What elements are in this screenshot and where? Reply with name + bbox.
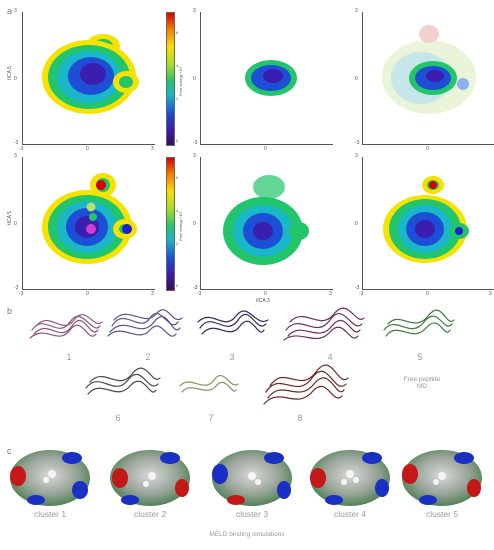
peptide-label-6: 6 bbox=[115, 413, 121, 423]
colorbar-row2 bbox=[166, 157, 175, 291]
free-peptide-label: Free peptide MD bbox=[398, 376, 446, 390]
fe-map-2-density bbox=[245, 60, 297, 96]
cluster-label-2: cluster 2 bbox=[133, 509, 167, 519]
ytick-r2-mid: 0 bbox=[14, 221, 17, 227]
peptide-label-3: 3 bbox=[229, 352, 235, 362]
fe-map-row2-col1 bbox=[22, 157, 155, 290]
peptide-label-2: 2 bbox=[145, 352, 151, 362]
ytick-r1c3-bot: -3 bbox=[355, 140, 360, 146]
ylabel-r2: tICA 5 bbox=[6, 211, 13, 225]
cluster-label-4: cluster 4 bbox=[333, 509, 367, 519]
surface-cluster-2 bbox=[110, 450, 190, 506]
peptide-label-5: 5 bbox=[417, 352, 423, 362]
ytick-r2c3-bot: -3 bbox=[355, 285, 360, 291]
xtick-r2c3-left: -3 bbox=[359, 291, 364, 297]
cluster-label-5: cluster 5 bbox=[425, 509, 459, 519]
cbtick-r1-c: 2 bbox=[176, 96, 179, 101]
fe-map-5-density bbox=[223, 175, 309, 265]
xtick-r1c1-left: -3 bbox=[19, 146, 24, 152]
cluster-label-3: cluster 3 bbox=[235, 509, 269, 519]
xtick-r1c2-mid: 0 bbox=[264, 146, 267, 152]
cbtick-r1-b: 4 bbox=[176, 63, 179, 68]
cbtick-r2-a: 6 bbox=[176, 175, 179, 180]
ensemble-2 bbox=[107, 309, 183, 337]
xlabel-col2: tICA 3 bbox=[256, 298, 270, 304]
ytick-r2c2-top: 3 bbox=[193, 153, 196, 159]
xtick-r1c1-right: 3 bbox=[151, 146, 154, 152]
fe-map-6-density bbox=[383, 176, 469, 263]
surface-cluster-1 bbox=[10, 450, 90, 506]
ensemble-8 bbox=[263, 364, 349, 405]
colorbar-title-row1: Free energy / kT bbox=[178, 66, 183, 96]
xtick-r2c1-right: 3 bbox=[151, 291, 154, 297]
cluster-label-1: cluster 1 bbox=[33, 509, 67, 519]
xtick-r1c1-mid: 0 bbox=[86, 146, 89, 152]
fe-map-1-density bbox=[42, 34, 139, 114]
xtick-r2c1-left: -3 bbox=[19, 291, 24, 297]
ytick-r1c3-top: 3 bbox=[355, 8, 358, 14]
ensemble-5 bbox=[383, 309, 455, 337]
fe-map-row2-col3 bbox=[362, 157, 494, 290]
xtick-r2c3-mid: 0 bbox=[426, 291, 429, 297]
ytick-r2c2-mid: 0 bbox=[193, 221, 196, 227]
ytick-r2c2-bot: -3 bbox=[193, 285, 198, 291]
ytick-r1-top: 3 bbox=[14, 8, 17, 14]
colorbar-title-row2: Free energy / kT bbox=[178, 211, 183, 241]
ensemble-7 bbox=[179, 374, 239, 393]
xtick-r2c2-right: 3 bbox=[329, 291, 332, 297]
ylabel-r1: tICA 5 bbox=[6, 66, 13, 80]
xtick-r2c2-mid: 0 bbox=[264, 291, 267, 297]
ytick-r2-bot: -3 bbox=[14, 285, 19, 291]
ytick-r1c2-mid: 0 bbox=[193, 76, 196, 82]
ytick-r1c2-bot: -3 bbox=[193, 140, 198, 146]
meld-label: MELD binding simulations bbox=[209, 531, 285, 538]
xtick-r2c1-mid: 0 bbox=[86, 291, 89, 297]
panel-letter-a: a bbox=[7, 6, 13, 16]
ensemble-4 bbox=[283, 307, 365, 341]
ensemble-3 bbox=[197, 310, 269, 335]
peptide-ensembles bbox=[29, 307, 455, 405]
ytick-r2-top: 3 bbox=[14, 153, 17, 159]
cbtick-r2-d: 0 bbox=[176, 283, 179, 288]
fe-map-row1-col3 bbox=[362, 12, 494, 145]
ytick-r1c3-mid: 0 bbox=[355, 76, 358, 82]
peptide-label-1: 1 bbox=[66, 352, 72, 362]
colorbar-row1 bbox=[166, 12, 175, 146]
surface-cluster-3 bbox=[212, 450, 292, 506]
fe-map-row1-col2 bbox=[200, 12, 333, 145]
surface-cluster-5 bbox=[402, 450, 482, 506]
surface-cluster-4 bbox=[310, 450, 390, 506]
ensemble-1 bbox=[29, 314, 103, 339]
free-peptide-line1: Free peptide bbox=[403, 376, 441, 383]
cbtick-r1-d: 0 bbox=[176, 138, 179, 143]
xtick-r2c2-left: -3 bbox=[197, 291, 202, 297]
cluster-surfaces bbox=[10, 450, 482, 506]
peptide-label-8: 8 bbox=[297, 413, 303, 423]
cbtick-r2-c: 2 bbox=[176, 241, 179, 246]
panel-letter-c: c bbox=[7, 446, 12, 456]
ensemble-6 bbox=[85, 367, 161, 395]
fe-map-row2-col2 bbox=[200, 157, 333, 290]
cbtick-r1-a: 6 bbox=[176, 30, 179, 35]
fe-map-4-density bbox=[42, 173, 137, 264]
xtick-r1c3-mid: 0 bbox=[426, 146, 429, 152]
ytick-r1-bot: -3 bbox=[14, 140, 19, 146]
fe-map-row1-col1 bbox=[22, 12, 155, 145]
ytick-r1-mid: 0 bbox=[14, 76, 17, 82]
peptide-label-7: 7 bbox=[208, 413, 214, 423]
fe-map-3-density bbox=[382, 25, 476, 114]
cbtick-r2-b: 4 bbox=[176, 208, 179, 213]
free-peptide-line2: MD bbox=[416, 383, 428, 390]
peptide-label-4: 4 bbox=[327, 352, 333, 362]
panel-letter-b: b bbox=[7, 306, 13, 316]
xtick-r2c3-right: 3 bbox=[489, 291, 492, 297]
ytick-r2c3-top: 3 bbox=[355, 153, 358, 159]
ytick-r1c2-top: 3 bbox=[193, 8, 196, 14]
ytick-r2c3-mid: 0 bbox=[355, 221, 358, 227]
